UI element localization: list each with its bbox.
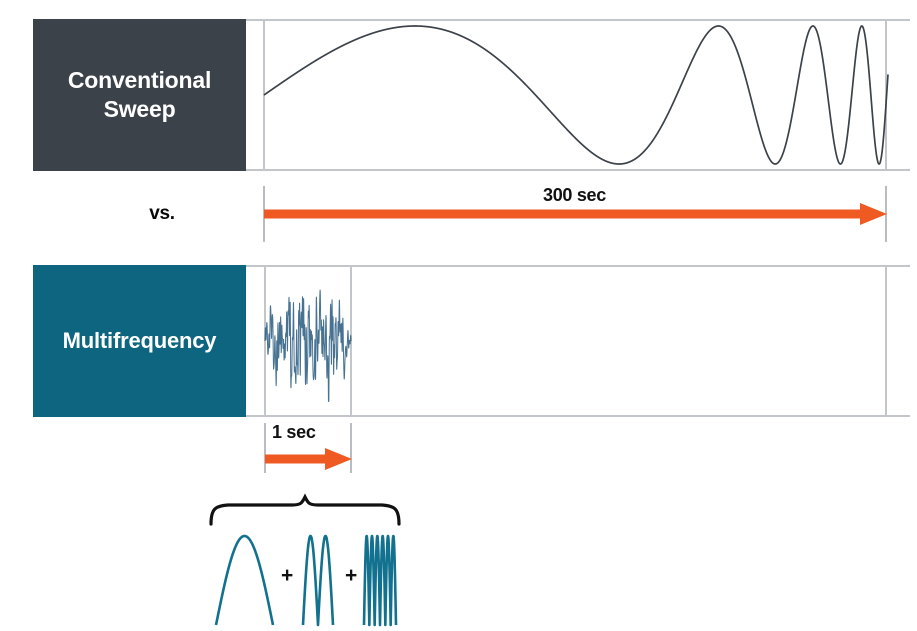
plus-operator-1: +	[281, 564, 294, 587]
conventional-sweep-waveform	[263, 25, 889, 165]
comparison-label: vs.	[149, 203, 175, 224]
multifrequency-duration-label: 1 sec	[272, 422, 316, 442]
burst-trace	[264, 289, 352, 403]
component-mid-frequency	[301, 534, 335, 627]
conventional-duration-arrow	[264, 203, 887, 225]
conventional-sweep-plot-panel	[246, 19, 910, 171]
decomposition-component-high-trace	[362, 534, 398, 627]
chirp-trace	[263, 25, 889, 165]
duration-tick-end-1	[350, 423, 352, 473]
duration-tick-start-1	[264, 423, 266, 473]
decomposition-component-mid-trace	[301, 534, 335, 627]
component-low-frequency	[214, 534, 275, 626]
multifrequency-label-text: Multifrequency	[62, 327, 217, 353]
conventional-sweep-label-box: Conventional Sweep	[33, 19, 246, 171]
conventional-sweep-label-line2: Sweep	[103, 96, 176, 122]
conventional-sweep-label-text: Conventional Sweep	[68, 66, 211, 125]
plus-operator-2: +	[345, 564, 358, 587]
conventional-sweep-label-line1: Conventional	[67, 66, 212, 93]
multifrequency-duration-arrow	[265, 448, 352, 470]
multifrequency-waveform	[264, 289, 352, 403]
component-high-frequency	[362, 534, 398, 627]
multifrequency-plot-panel	[246, 265, 910, 417]
multifrequency-label-box: Multifrequency	[33, 265, 246, 417]
curly-brace-icon	[209, 493, 401, 526]
burst-gridline-right	[885, 267, 887, 415]
conventional-duration-label: 300 sec	[543, 185, 606, 205]
decomposition-component-low-trace	[214, 534, 275, 626]
